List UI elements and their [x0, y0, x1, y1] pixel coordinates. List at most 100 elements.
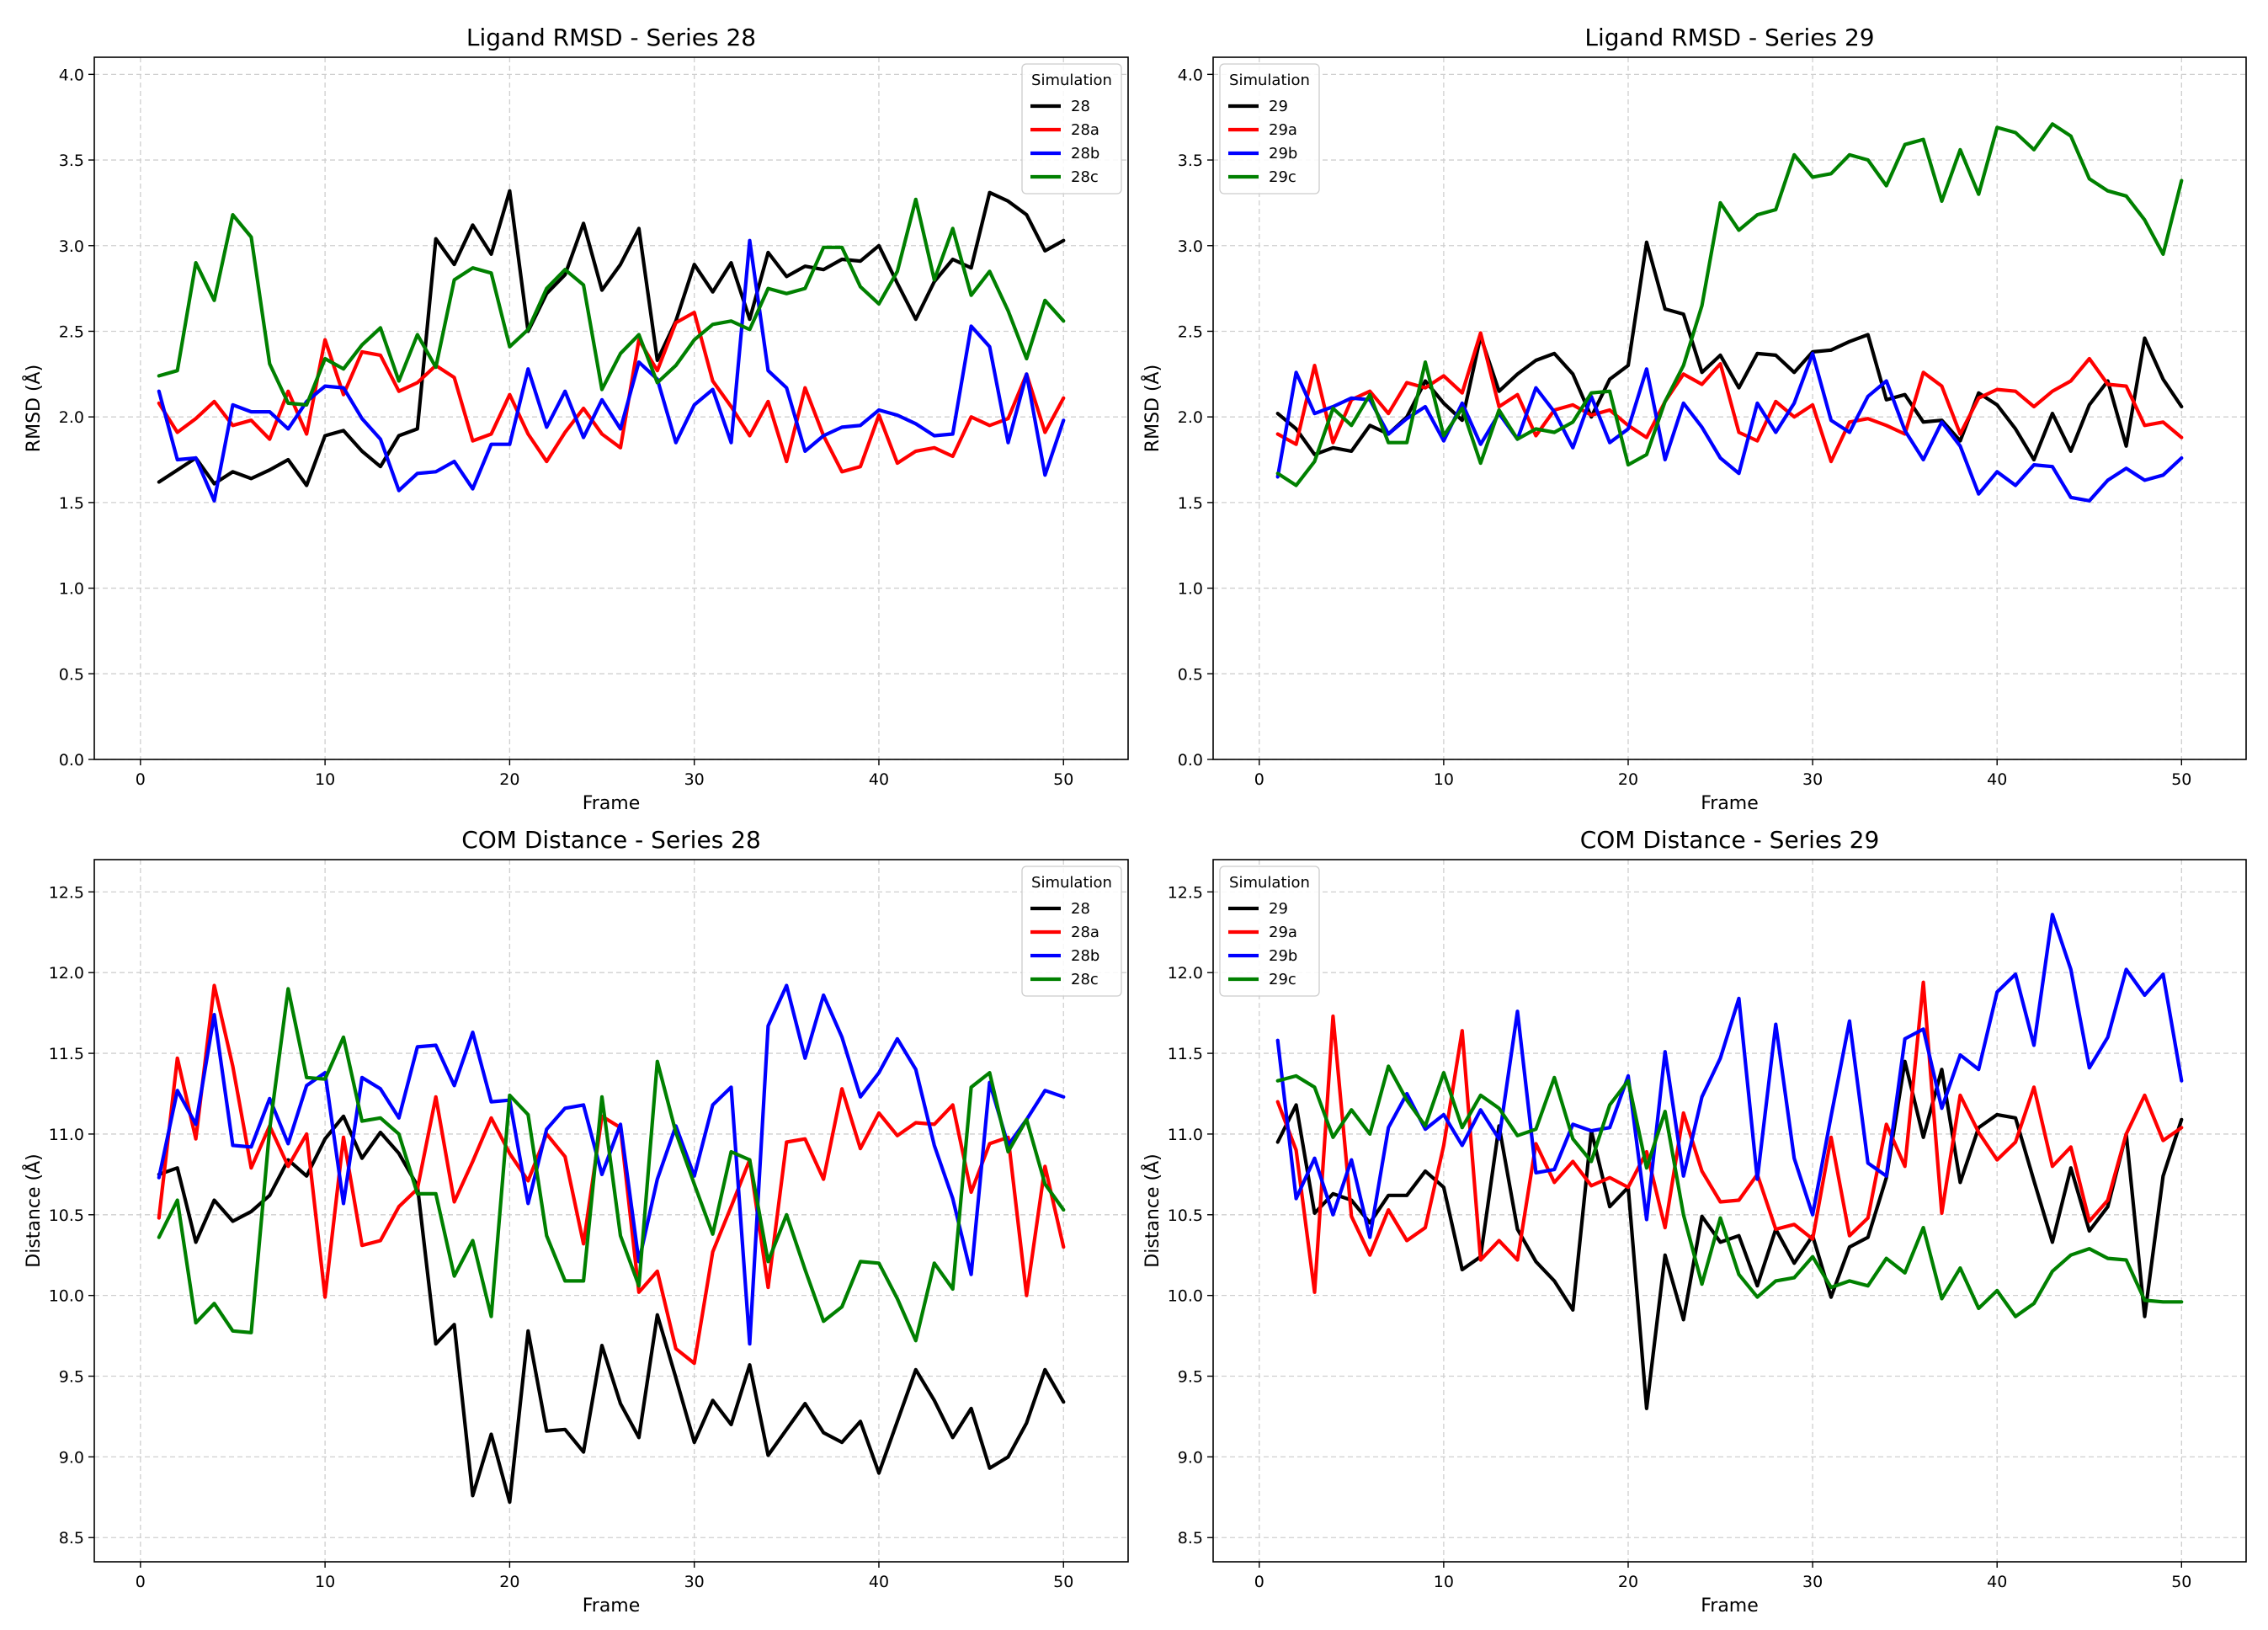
- chart-title: Ligand RMSD - Series 28: [466, 24, 756, 51]
- y-tick-label: 1.5: [1178, 494, 1203, 513]
- y-tick-label: 3.0: [59, 237, 84, 256]
- x-tick-label: 20: [1618, 770, 1638, 789]
- series-line-29: [1275, 1059, 2184, 1411]
- y-tick-label: 12.0: [49, 964, 84, 983]
- legend-label-29a: 29a: [1269, 121, 1297, 139]
- axes-frame: [1212, 859, 2247, 1563]
- y-tick-label: 0.5: [59, 665, 84, 684]
- legend-title: Simulation: [1229, 72, 1310, 89]
- y-tick-label: 12.5: [1168, 883, 1203, 902]
- x-tick-label: 20: [1618, 1573, 1638, 1591]
- x-tick-label: 30: [1802, 1573, 1823, 1591]
- axes-frame: [1212, 56, 2247, 760]
- series-line-28: [157, 189, 1066, 487]
- legend-label-29a: 29a: [1269, 924, 1297, 941]
- y-tick-label: 11.5: [49, 1045, 84, 1063]
- x-tick-label: 10: [315, 1573, 335, 1591]
- legend-label-29b: 29b: [1269, 947, 1297, 965]
- series-line-28a: [157, 311, 1066, 474]
- x-tick-label: 0: [136, 1573, 146, 1591]
- chart-2: 0 10 20 30 40 50 0.0 0.5 1.0 1.5 2.0 2.5 3.0 3.5 4.0 Li…: [1141, 24, 2247, 814]
- x-tick-label: 10: [1434, 770, 1454, 789]
- y-tick-label: 1.0: [59, 580, 84, 599]
- y-tick-label: 12.0: [1168, 964, 1203, 983]
- y-tick-label: 4.0: [1178, 66, 1203, 84]
- legend-label-29c: 29c: [1269, 971, 1296, 988]
- x-axis-label: Frame: [583, 793, 641, 814]
- legend-title: Simulation: [1031, 874, 1112, 892]
- legend-label-29c: 29c: [1269, 168, 1296, 186]
- legend-label-28b: 28b: [1071, 145, 1099, 162]
- x-tick-label: 50: [1053, 770, 1073, 789]
- legend-label-28c: 28c: [1071, 971, 1099, 988]
- series-line-29a: [1275, 980, 2184, 1294]
- legend-label-28b: 28b: [1071, 947, 1099, 965]
- legend: Simulation 28 28a 28b 28c: [1021, 866, 1122, 997]
- y-tick-label: 10.5: [49, 1207, 84, 1225]
- x-tick-label: 10: [315, 770, 335, 789]
- legend-label-29b: 29b: [1269, 145, 1297, 162]
- y-tick-label: 3.5: [59, 152, 84, 170]
- y-tick-label: 9.0: [59, 1448, 84, 1467]
- y-tick-label: 3.0: [1178, 237, 1203, 256]
- series-line-29b: [1275, 913, 2184, 1239]
- y-tick-label: 0.5: [1178, 665, 1203, 684]
- x-tick-label: 40: [869, 770, 889, 789]
- x-tick-label: 10: [1434, 1573, 1454, 1591]
- x-tick-label: 30: [684, 1573, 705, 1591]
- x-tick-label: 20: [499, 770, 519, 789]
- x-axis-label: Frame: [1701, 1595, 1759, 1617]
- y-tick-label: 9.5: [1178, 1368, 1203, 1387]
- axes-frame: [93, 859, 1129, 1563]
- series-line-28c: [157, 987, 1066, 1343]
- legend-box: [1219, 866, 1320, 997]
- x-tick-label: 0: [136, 770, 146, 789]
- x-tick-label: 40: [1987, 1573, 2007, 1591]
- x-axis-label: Frame: [1701, 793, 1759, 814]
- legend-label-28: 28: [1071, 98, 1090, 115]
- y-axis-label: Distance (Å): [22, 1153, 45, 1267]
- legend-box: [1219, 63, 1320, 194]
- x-tick-label: 0: [1254, 1573, 1264, 1591]
- legend-box: [1021, 866, 1122, 997]
- y-tick-label: 11.0: [1168, 1126, 1203, 1144]
- y-tick-label: 3.5: [1178, 152, 1203, 170]
- y-tick-label: 8.5: [1178, 1529, 1203, 1547]
- legend-label-28c: 28c: [1071, 168, 1099, 186]
- axes-frame: [93, 56, 1129, 760]
- y-tick-label: 1.0: [1178, 580, 1203, 599]
- y-tick-label: 12.5: [49, 883, 84, 902]
- y-tick-label: 0.0: [1178, 751, 1203, 770]
- y-tick-label: 9.5: [59, 1368, 84, 1387]
- y-axis-label: Distance (Å): [1141, 1153, 1163, 1267]
- y-tick-label: 2.5: [1178, 322, 1203, 341]
- legend-label-29: 29: [1269, 98, 1288, 115]
- y-axis-label: RMSD (Å): [1141, 365, 1163, 452]
- y-tick-label: 0.0: [59, 751, 84, 770]
- x-tick-label: 0: [1254, 770, 1264, 789]
- y-tick-label: 4.0: [59, 66, 84, 84]
- x-axis-label: Frame: [583, 1595, 641, 1617]
- x-tick-label: 50: [2171, 1573, 2191, 1591]
- legend-box: [1021, 63, 1122, 194]
- series-line-29c: [1275, 1064, 2184, 1318]
- x-tick-label: 30: [1802, 770, 1823, 789]
- legend-title: Simulation: [1031, 72, 1112, 89]
- x-tick-label: 20: [499, 1573, 519, 1591]
- x-tick-label: 30: [684, 770, 705, 789]
- chart-4: 0 10 20 30 40 50 8.5 9.0 9.5 10.0 10.5 11.0 11.5 12.0…: [1141, 826, 2247, 1617]
- legend-label-28a: 28a: [1071, 121, 1099, 139]
- y-tick-label: 10.0: [1168, 1287, 1203, 1306]
- legend-label-29: 29: [1269, 900, 1288, 918]
- y-tick-label: 11.0: [49, 1126, 84, 1144]
- series-line-28b: [157, 983, 1066, 1346]
- y-tick-label: 10.5: [1168, 1207, 1203, 1225]
- y-tick-label: 2.0: [59, 408, 84, 427]
- series-line-29a: [1275, 331, 2184, 464]
- series-line-28c: [157, 197, 1066, 407]
- series-line-29b: [1275, 351, 2184, 503]
- legend: Simulation 29 29a 29b 29c: [1219, 63, 1320, 194]
- y-tick-label: 2.5: [59, 322, 84, 341]
- series-line-28a: [157, 983, 1066, 1366]
